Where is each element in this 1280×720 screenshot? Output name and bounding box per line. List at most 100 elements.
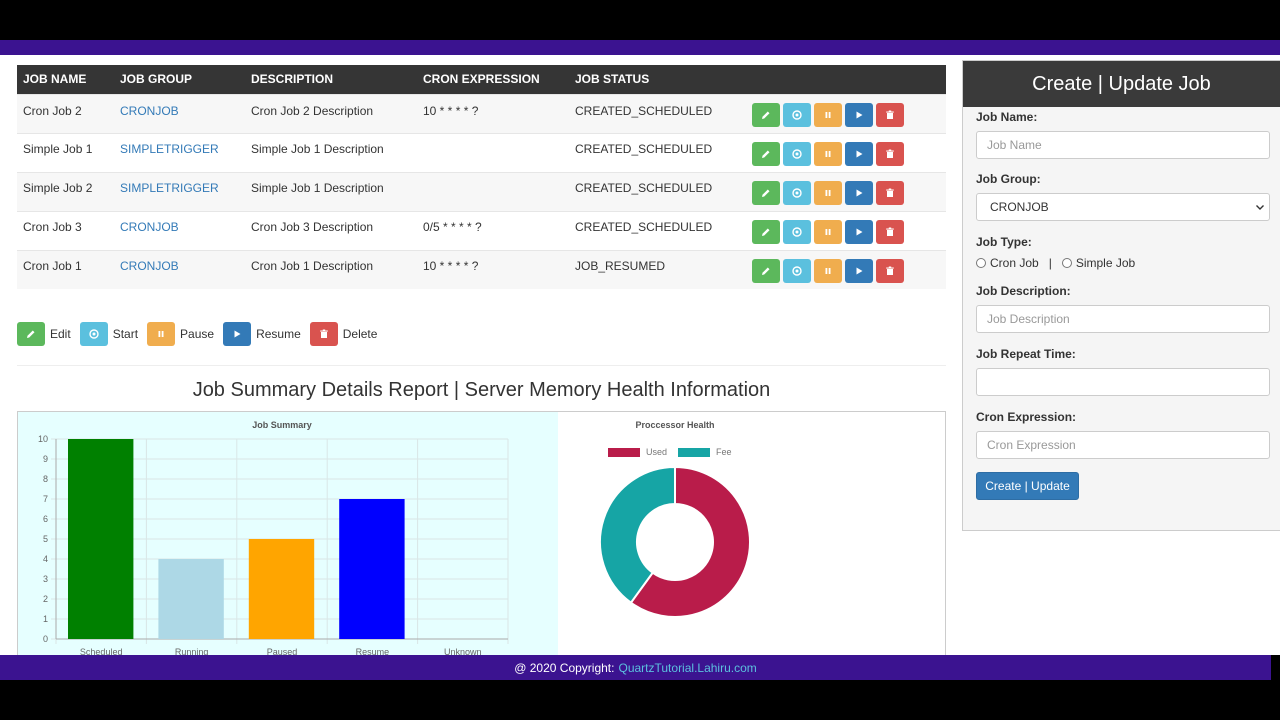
trash-icon [886,266,894,275]
cron-expression-input[interactable]: Cron Expression [976,431,1270,459]
y-tick-label: 1 [43,614,48,624]
job-name-cell: Simple Job 1 [17,132,114,172]
job-group-cell[interactable]: SIMPLETRIGGER [114,132,245,172]
resume-button[interactable] [845,180,873,205]
x-tick-label: Resume [356,647,390,655]
cron-cell: 10 * * * * ? [417,93,569,133]
pencil-icon [17,322,45,346]
y-tick-label: 5 [43,534,48,544]
description-cell: Cron Job 3 Description [245,210,417,250]
edit-button[interactable] [752,180,780,205]
resume-button[interactable] [845,102,873,127]
header-description: DESCRIPTION [245,65,417,94]
repeat-time-input[interactable] [976,368,1270,396]
trash-icon [309,322,338,346]
start-icon [79,322,108,346]
resume-button[interactable] [845,258,873,283]
simple-job-radio[interactable] [1061,258,1072,268]
legend-delete-label: Delete [342,327,378,341]
job-group-value: CRONJOB [990,200,1049,214]
footer-link[interactable]: QuartzTutorial.Lahiru.com [618,660,757,675]
start-icon [792,148,802,159]
create-update-button[interactable]: Create | Update [976,472,1079,500]
delete-button[interactable] [876,258,904,283]
pause-button[interactable] [814,102,842,127]
job-summary-panel: Job Summary 0 1 2 3 4 5 6 7 8 9 10 Scheduled Running P… [18,412,558,655]
navbar [0,40,1280,55]
description-cell: Simple Job 1 Description [245,171,417,211]
job-name-input[interactable]: Job Name [976,131,1270,159]
start-button[interactable] [783,141,811,166]
table-row: Cron Job 1 CRONJOB Cron Job 1 Description 1… [17,249,946,289]
row-actions [746,249,946,289]
footer: @ 2020 Copyright: QuartzTutorial.Lahiru.… [0,655,1271,680]
pause-button[interactable] [814,258,842,283]
row-actions [746,93,946,133]
chart-container: Job Summary 0 1 2 3 4 5 6 7 8 9 10 Scheduled Running P… [17,411,946,655]
start-icon [792,226,802,237]
bar-running [158,559,224,639]
job-group-cell[interactable]: SIMPLETRIGGER [114,171,245,211]
start-button[interactable] [783,258,811,283]
status-cell: JOB_RESUMED [569,249,746,289]
delete-button[interactable] [876,219,904,244]
header-cron-expression: CRON EXPRESSION [417,65,569,94]
job-name-cell: Cron Job 3 [17,210,114,250]
job-group-cell[interactable]: CRONJOB [114,93,245,133]
divider [17,365,946,366]
edit-button[interactable] [752,219,780,244]
table-row: Cron Job 2 CRONJOB Cron Job 2 Description 1… [17,93,946,133]
pause-button[interactable] [814,219,842,244]
pause-icon [825,189,831,196]
resume-button[interactable] [845,141,873,166]
start-button[interactable] [783,219,811,244]
pause-button[interactable] [814,180,842,205]
start-button[interactable] [783,180,811,205]
pencil-icon [762,111,770,119]
delete-button[interactable] [876,141,904,166]
job-group-select[interactable]: CRONJOB [976,193,1270,221]
job-group-label: Job Group: [976,172,1041,186]
slice-used [629,465,751,618]
pencil-icon [762,189,770,197]
legend-delete: Delete [309,322,378,346]
edit-button[interactable] [752,141,780,166]
play-icon [856,267,863,274]
simple-job-radio-label: Simple Job [1075,256,1136,270]
job-group-cell[interactable]: CRONJOB [114,210,245,250]
legend-swatch-fee [678,448,710,457]
bar-chart-title: Job Summary [252,420,312,430]
legend-edit-label: Edit [50,327,71,341]
delete-button[interactable] [876,180,904,205]
header-job-name: JOB NAME [17,65,114,94]
cron-cell: 10 * * * * ? [417,249,569,289]
pause-button[interactable] [814,141,842,166]
bottom-black-bar [0,680,1280,720]
bar-paused [248,539,315,639]
legend-edit: Edit [17,322,71,346]
resume-button[interactable] [845,219,873,244]
main-content: JOB NAME JOB GROUP DESCRIPTION CRON EXPR… [0,55,1280,655]
cron-cell: 0/5 * * * * ? [417,210,569,250]
pause-icon [825,150,831,157]
job-name-cell: Simple Job 2 [17,171,114,211]
delete-button[interactable] [876,102,904,127]
y-tick-label: 4 [43,554,48,564]
legend-label-used: Used [646,447,667,457]
trash-icon [886,149,894,158]
pencil-icon [762,267,770,275]
cron-job-radio[interactable] [976,258,986,268]
edit-button[interactable] [752,258,780,283]
radio-separator: | [1048,256,1052,270]
edit-button[interactable] [752,102,780,127]
job-description-input[interactable]: Job Description [976,305,1270,333]
start-button[interactable] [783,102,811,127]
play-icon [856,228,863,235]
y-tick-label: 6 [43,514,48,524]
processor-health-panel: Proccessor Health Used Fee [558,412,946,655]
job-group-cell[interactable]: CRONJOB [114,249,245,289]
job-summary-chart: Job Summary 0 1 2 3 4 5 6 7 8 9 10 Scheduled Running P… [38,420,509,655]
start-icon [792,109,802,120]
job-type-label: Job Type: [976,235,1032,249]
status-cell: CREATED_SCHEDULED [569,93,746,133]
